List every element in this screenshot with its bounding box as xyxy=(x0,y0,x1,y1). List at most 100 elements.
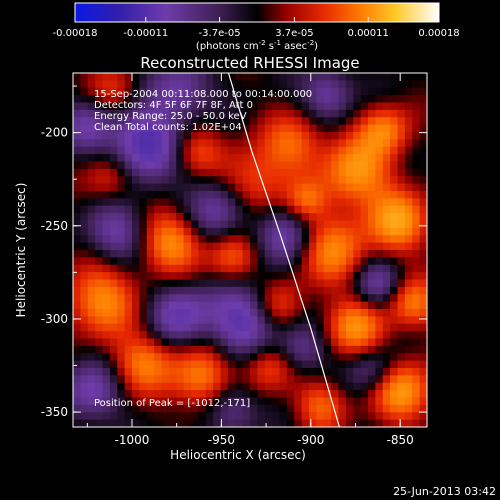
heatmap-cell xyxy=(397,183,406,192)
heatmap-cell xyxy=(294,338,303,347)
heatmap-cell xyxy=(345,404,354,413)
heatmap-cell xyxy=(412,213,421,222)
heatmap-cell xyxy=(272,375,281,384)
heatmap-cell xyxy=(183,390,192,399)
heatmap-cell xyxy=(139,279,148,288)
heatmap-cell xyxy=(412,168,421,177)
heatmap-cell xyxy=(257,235,266,244)
heatmap-cell xyxy=(168,404,177,413)
heatmap-cell xyxy=(176,227,185,236)
heatmap-cell xyxy=(345,109,354,118)
heatmap-cell xyxy=(360,286,369,295)
peak-position-label: Position of Peak = [-1012,-171] xyxy=(94,398,250,409)
heatmap-cell xyxy=(323,390,332,399)
heatmap-cell xyxy=(323,102,332,111)
heatmap-cell xyxy=(80,375,89,384)
heatmap-cell xyxy=(338,176,347,185)
heatmap-cell xyxy=(382,264,391,273)
heatmap-cell xyxy=(95,191,104,199)
heatmap-cell xyxy=(146,390,155,399)
heatmap-cell xyxy=(286,198,295,207)
heatmap-cell xyxy=(279,250,288,258)
heatmap-cell xyxy=(124,139,133,148)
heatmap-cell xyxy=(73,109,81,118)
heatmap-cell xyxy=(404,227,413,236)
heatmap-cell xyxy=(102,375,111,384)
heatmap-cell xyxy=(227,109,236,118)
heatmap-cell xyxy=(345,154,354,163)
heatmap-cell xyxy=(176,250,185,258)
heatmap-cell xyxy=(117,390,126,399)
heatmap-cell xyxy=(419,213,427,222)
heatmap-cell xyxy=(323,338,332,347)
heatmap-cell xyxy=(390,139,399,148)
heatmap-cell xyxy=(368,102,376,111)
heatmap-cell xyxy=(132,323,140,332)
heatmap-cell xyxy=(132,168,140,177)
heatmap-cell xyxy=(419,191,427,199)
heatmap-cell xyxy=(80,87,89,96)
heatmap-cell xyxy=(272,139,281,148)
heatmap-cell xyxy=(176,154,185,163)
heatmap-cell xyxy=(213,124,222,133)
heatmap-cell xyxy=(279,286,288,295)
heatmap-cell xyxy=(390,80,399,89)
heatmap-cell xyxy=(264,368,273,376)
heatmap-cell xyxy=(124,309,133,317)
heatmap-cell xyxy=(146,412,155,421)
heatmap-cell xyxy=(368,338,376,347)
heatmap-cell xyxy=(220,220,229,229)
heatmap-cell xyxy=(124,250,133,258)
heatmap-cell xyxy=(109,323,118,332)
heatmap-cell xyxy=(220,279,229,288)
heatmap-cell xyxy=(397,198,406,207)
heatmap-cell xyxy=(323,404,332,413)
heatmap-cell xyxy=(331,279,340,288)
heatmap-cell xyxy=(397,176,406,185)
heatmap-cell xyxy=(264,183,273,192)
heatmap-cell xyxy=(375,198,384,207)
heatmap-cell xyxy=(257,220,266,229)
y-axis-label: Heliocentric Y (arcsec) xyxy=(14,183,28,318)
heatmap-cell xyxy=(154,235,163,244)
heatmap-cell xyxy=(404,87,413,96)
heatmap-cell xyxy=(176,102,185,111)
heatmap-cell xyxy=(309,161,317,170)
heatmap-cell xyxy=(397,382,406,391)
heatmap-cell xyxy=(235,102,244,111)
heatmap-cell xyxy=(331,323,340,332)
heatmap-cell xyxy=(227,73,236,81)
heatmap-cell xyxy=(87,117,96,126)
heatmap-cell xyxy=(168,73,177,81)
heatmap-cell xyxy=(353,198,362,207)
heatmap-cell xyxy=(95,309,104,317)
heatmap-cell xyxy=(220,80,229,89)
heatmap-cell xyxy=(80,213,89,222)
heatmap-cell xyxy=(117,161,126,170)
heatmap-cell xyxy=(331,397,340,406)
heatmap-cell xyxy=(345,279,354,288)
heatmap-cell xyxy=(257,368,266,376)
heatmap-cell xyxy=(412,102,421,111)
heatmap-cell xyxy=(250,250,258,258)
heatmap-cell xyxy=(109,412,118,421)
heatmap-cell xyxy=(109,397,118,406)
heatmap-cell xyxy=(73,404,81,413)
heatmap-cell xyxy=(235,309,244,317)
heatmap-cell xyxy=(360,235,369,244)
heatmap-cell xyxy=(404,220,413,229)
heatmap-cell xyxy=(80,102,89,111)
heatmap-cell xyxy=(124,360,133,369)
heatmap-cell xyxy=(117,198,126,207)
colorbar-ticks: -0.00018 -0.00011 -3.7e-05 3.7e-05 0.00011 0.… xyxy=(53,17,460,39)
heatmap-cell xyxy=(382,404,391,413)
heatmap-cell xyxy=(338,132,347,140)
heatmap-cell xyxy=(139,397,148,406)
heatmap-cell xyxy=(419,257,427,266)
heatmap-cell xyxy=(294,146,303,155)
heatmap-cell xyxy=(117,227,126,236)
heatmap-cell xyxy=(368,345,376,354)
heatmap-cell xyxy=(109,375,118,384)
heatmap-cell xyxy=(419,331,427,340)
heatmap-cell xyxy=(95,360,104,369)
